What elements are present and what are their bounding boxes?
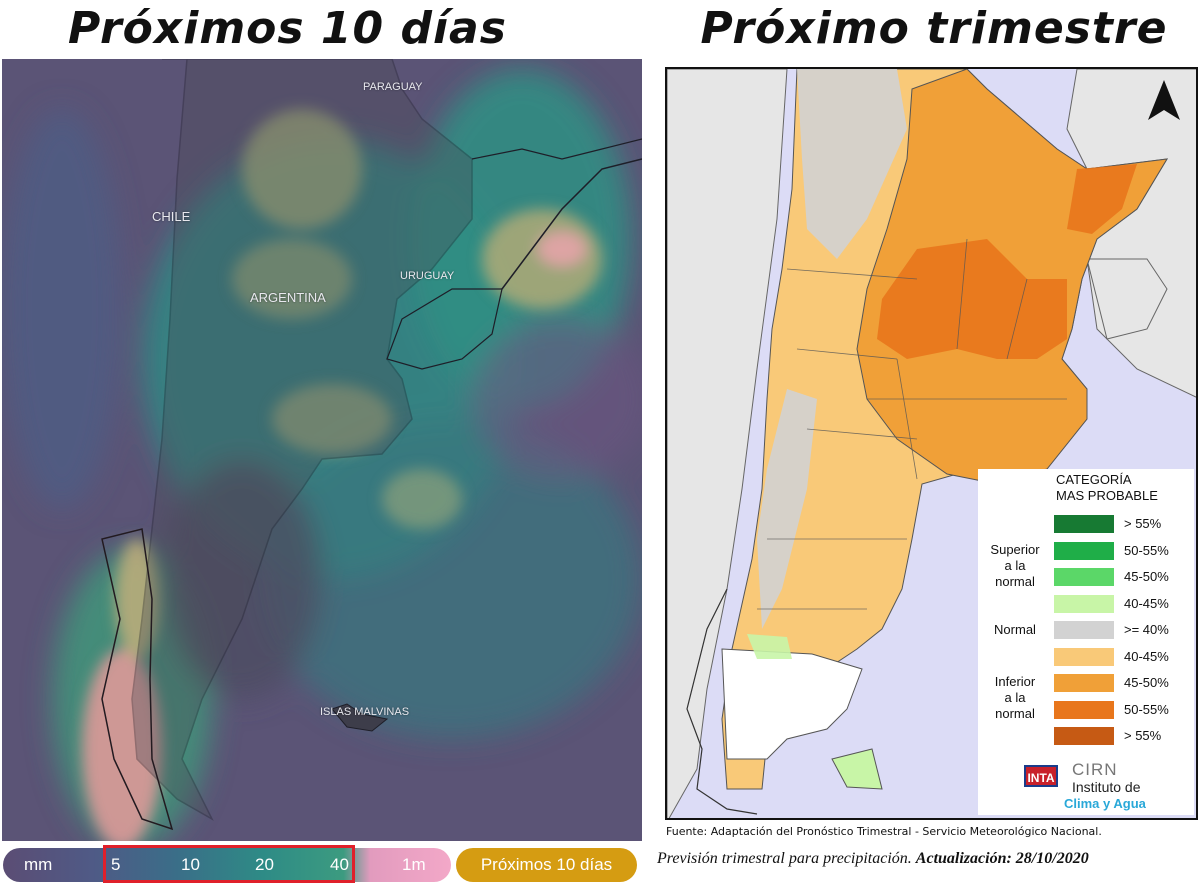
group-superior-line2: a la — [1004, 558, 1026, 573]
group-inferior-line1: Inferior — [994, 674, 1036, 689]
caption-description: Previsión trimestral para precipitación. — [657, 850, 912, 867]
legend-value-5: >= 40% — [1124, 622, 1169, 637]
institute-name-line1: Instituto de — [1072, 779, 1141, 795]
right-panel-heading: Próximo trimestre — [700, 3, 1168, 54]
quarterly-map-graphic — [667, 69, 1196, 818]
forecast-map-graphic — [2, 59, 642, 841]
label-islas-malvinas: ISLAS MALVINAS — [320, 706, 410, 718]
legend-swatch-5 — [1054, 621, 1114, 639]
legend-group-normal: Normal — [994, 622, 1036, 637]
legend-tick-5: 5 — [111, 855, 121, 874]
legend-value-7: 45-50% — [1124, 675, 1169, 690]
legend-swatch-2 — [1054, 541, 1114, 560]
legend-unit: mm — [24, 855, 53, 874]
legend-value-1: > 55% — [1124, 516, 1162, 531]
legend-tick-1m: 1m — [402, 855, 426, 874]
legend-tick-40: 40 — [330, 855, 349, 874]
forecast-caption: Previsión trimestral para precipitación.… — [657, 850, 1089, 868]
legend-value-9: > 55% — [1124, 728, 1162, 743]
group-superior-line3: normal — [995, 574, 1035, 589]
legend-value-3: 45-50% — [1124, 569, 1169, 584]
caption-update-date: Actualización: 28/10/2020 — [915, 850, 1089, 867]
legend-swatch-9 — [1054, 727, 1114, 745]
legend-highlight-box — [103, 845, 355, 883]
north-arrow-icon — [1148, 80, 1180, 120]
legend-swatch-6 — [1054, 647, 1114, 666]
legend-swatch-8 — [1054, 700, 1114, 719]
group-inferior-line2: a la — [1004, 690, 1026, 705]
legend-value-6: 40-45% — [1124, 648, 1169, 664]
legend-swatch-1 — [1054, 515, 1114, 533]
legend-title-line2: MAS PROBABLE — [1056, 488, 1158, 503]
legend-group-superior: Superior a la normal — [980, 542, 1050, 590]
category-legend: CATEGORÍA MAS PROBABLE Superior a la nor… — [978, 469, 1194, 815]
legend-tick-20: 20 — [255, 855, 274, 874]
label-paraguay: PARAGUAY — [363, 81, 423, 93]
legend-swatch-4 — [1054, 594, 1114, 613]
label-uruguay: URUGUAY — [400, 270, 455, 282]
precipitation-forecast-map[interactable]: PARAGUAY CHILE ARGENTINA URUGUAY ISLAS M… — [2, 59, 642, 841]
cirn-logo: CIRN — [1072, 760, 1118, 779]
group-superior-line1: Superior — [990, 542, 1040, 557]
precipitation-legend-bar: mm 5 10 20 40 1m — [3, 848, 451, 882]
legend-tick-10: 10 — [181, 855, 200, 874]
label-chile: CHILE — [152, 209, 191, 224]
legend-swatch-7 — [1054, 674, 1114, 692]
group-inferior-line3: normal — [995, 706, 1035, 721]
left-panel-heading: Próximos 10 días — [68, 3, 507, 54]
legend-value-4: 40-45% — [1124, 595, 1169, 611]
legend-title-line1: CATEGORÍA — [1056, 472, 1132, 487]
legend-value-8: 50-55% — [1124, 701, 1169, 717]
next-10-days-button[interactable]: Próximos 10 días — [456, 848, 637, 882]
legend-group-inferior: Inferior a la normal — [980, 674, 1050, 722]
label-argentina: ARGENTINA — [250, 290, 326, 305]
source-note: Fuente: Adaptación del Pronóstico Trimes… — [666, 825, 1102, 838]
legend-value-2: 50-55% — [1124, 542, 1169, 558]
legend-swatch-3 — [1054, 568, 1114, 586]
inta-logo: INTA — [1024, 765, 1058, 787]
institute-name-line2: Clima y Agua — [1064, 796, 1146, 811]
